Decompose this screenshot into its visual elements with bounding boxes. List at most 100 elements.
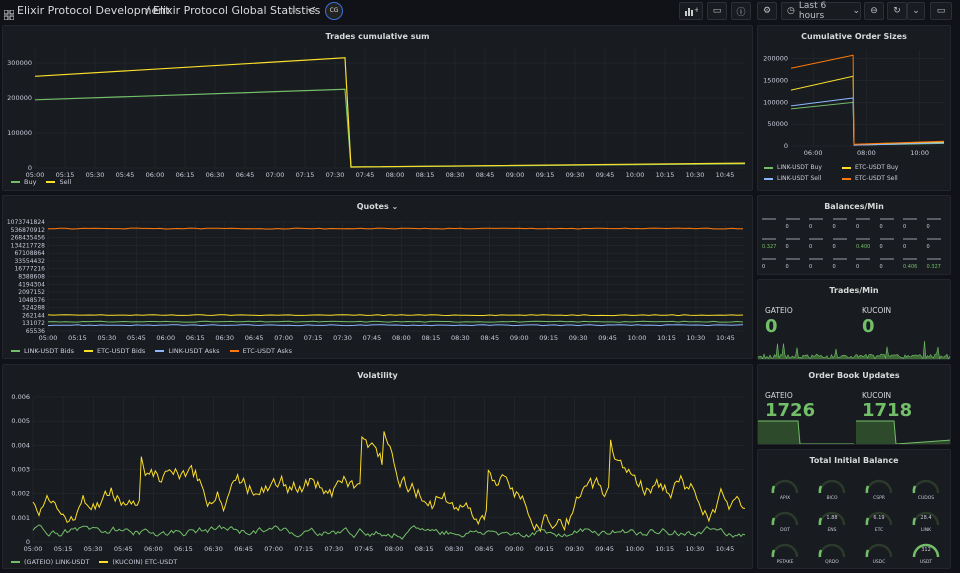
x-tick-label: 09:45 [595, 545, 614, 553]
balance-stat-value: 0.400 [856, 244, 871, 250]
dashboard-settings-button[interactable]: ⚙ [757, 2, 777, 20]
y-tick-label: 67108864 [14, 250, 45, 257]
series-line-kucoin-etc-usdt [32, 431, 746, 533]
gauge-arc [912, 511, 940, 526]
x-tick-label: 07:45 [355, 545, 374, 553]
x-tick-label: 10:45 [716, 334, 735, 342]
y-tick-label: 134217728 [11, 242, 46, 249]
panel-quotes: Quotes ⌄ 65536 131072 262144 524288 1048576 2… [2, 195, 753, 359]
panel-title[interactable]: Order Book Updates [808, 371, 900, 380]
panel-title[interactable]: Trades/Min [829, 286, 879, 295]
x-tick-label: 05:15 [54, 545, 73, 553]
balance-stat-cell: 0.400 [856, 236, 878, 254]
legend-item[interactable]: ETC-USDT Buy [842, 164, 932, 171]
legend-item[interactable]: Sell [46, 178, 71, 186]
panel-title[interactable]: Balances/Min [824, 202, 884, 211]
balance-stat-value: 0.327 [762, 244, 777, 250]
balance-stat-label [926, 238, 941, 240]
x-tick-label: 10:30 [686, 171, 705, 179]
legend-item[interactable]: LINK-USDT Bids [11, 347, 74, 355]
gauge-track [865, 543, 893, 558]
legend-item[interactable]: LINK-USDT Buy [764, 164, 840, 171]
gauge-arc [865, 479, 893, 494]
y-tick-label: 1048576 [18, 297, 45, 304]
gauge-label: USDT [919, 560, 933, 565]
x-tick-label: 06:30 [206, 171, 225, 179]
balance-stat-value: 0 [809, 224, 813, 230]
save-dashboard-button[interactable]: ▭ [707, 2, 727, 20]
gauge-arc [865, 543, 893, 558]
legend-item[interactable]: ETC-USDT Asks [229, 347, 292, 355]
gauge-label: ENS [827, 528, 837, 533]
series-line [790, 75, 945, 146]
y-tick-label: 50000 [767, 120, 788, 128]
add-panel-button[interactable]: + [679, 2, 703, 20]
balance-stat-label [762, 258, 776, 260]
refresh-interval-picker[interactable]: ⌄ [907, 2, 925, 20]
time-range-label: Last 6 hours [798, 1, 827, 21]
trades-cumulative-chart: 0 100000 200000 300000 05:00 05:15 05:30 05:45 0… [7, 49, 746, 179]
legend-item[interactable]: ETC-USDT Sell [842, 175, 932, 182]
balance-stat-cell: 0 [762, 256, 784, 274]
x-tick-label: 09:30 [565, 545, 584, 553]
info-icon: ⓘ [736, 7, 746, 18]
panel-title[interactable]: Quotes ⌄ [356, 202, 399, 211]
panel-title[interactable]: Volatility [357, 371, 398, 380]
stat-label-gateio: GATEIO [765, 306, 793, 315]
legend-item[interactable]: ETC-USDT Bids [84, 347, 145, 355]
x-tick-label: 05:00 [39, 334, 58, 342]
legend-item[interactable]: (GATEIO) LINK-USDT [11, 558, 89, 566]
y-tick-label: 0.005 [11, 417, 30, 425]
panel-title[interactable]: Cumulative Order Sizes [801, 32, 907, 41]
balance-stat-cell: 0 [856, 256, 878, 274]
balance-stat-value: 0.327 [926, 264, 941, 270]
y-tick-label: 2097152 [18, 289, 45, 296]
breadcrumb-folder[interactable]: Elixir Protocol Development [17, 4, 170, 17]
gauge-label: CUDOS [917, 496, 935, 501]
gauge: DOT [762, 504, 808, 535]
balance-stat-label [856, 258, 870, 260]
view-mode-button[interactable]: ▭ [930, 2, 952, 20]
gauge-track [771, 543, 799, 558]
page-title[interactable]: Elixir Protocol Global Statistics [153, 4, 321, 17]
gauge-label: BICO [826, 496, 838, 501]
x-tick-label: 05:15 [56, 171, 75, 179]
refresh-icon: ↻ [893, 6, 901, 16]
dashboard-grid-icon[interactable] [3, 5, 15, 21]
x-tick-label: 06:00 [804, 149, 823, 157]
legend-item[interactable]: (KUCOIN) ETC-USDT [99, 558, 177, 566]
chart-legend: (GATEIO) LINK-USDT (KUCOIN) ETC-USDT [11, 558, 177, 566]
balance-stat-cell: 0 [785, 236, 808, 254]
zoom-out-button[interactable]: ⊖ [864, 2, 884, 20]
clock-icon: ◷ [787, 6, 795, 16]
balance-stat-label [879, 258, 894, 260]
time-range-picker[interactable]: ◷ Last 6 hours ⌄ [781, 1, 861, 21]
x-tick-label: 10:45 [716, 545, 735, 553]
stat-label-gateio: GATEIO [765, 391, 793, 400]
x-tick-label: 05:45 [114, 545, 133, 553]
panel-title[interactable]: Total Initial Balance [809, 456, 899, 465]
balance-stat-label [809, 218, 823, 220]
y-tick-label: 300000 [7, 59, 32, 67]
legend-item[interactable]: LINK-USDT Asks [155, 347, 220, 355]
legend-item[interactable]: Buy [11, 178, 36, 186]
legend-item[interactable]: LINK-USDT Sell [764, 175, 840, 182]
balance-stat-cell: 0 [832, 236, 855, 254]
balance-stat-cell: 0 [926, 236, 949, 254]
share-icon[interactable]: ⋖ [307, 3, 317, 16]
balance-stat-cell: 0.327 [926, 256, 949, 274]
refresh-button[interactable]: ↻ [887, 2, 907, 20]
star-icon[interactable]: ☆ [289, 3, 299, 16]
balance-stat-value: 0 [809, 244, 813, 250]
balance-stat-value: 0 [903, 224, 907, 230]
gauge-value: 6.19 [873, 515, 885, 521]
balance-stat-value: 0.406 [903, 264, 918, 270]
x-tick-label: 07:30 [324, 545, 343, 553]
balance-stat-value: 0 [809, 264, 813, 270]
avatar[interactable]: CG [325, 2, 343, 20]
balance-stat-label [832, 238, 847, 240]
y-tick-label: 8388608 [18, 274, 45, 281]
dashboard-info-button[interactable]: ⓘ [731, 2, 751, 20]
panel-title[interactable]: Trades cumulative sum [325, 32, 430, 41]
x-tick-label: 06:00 [156, 334, 175, 342]
